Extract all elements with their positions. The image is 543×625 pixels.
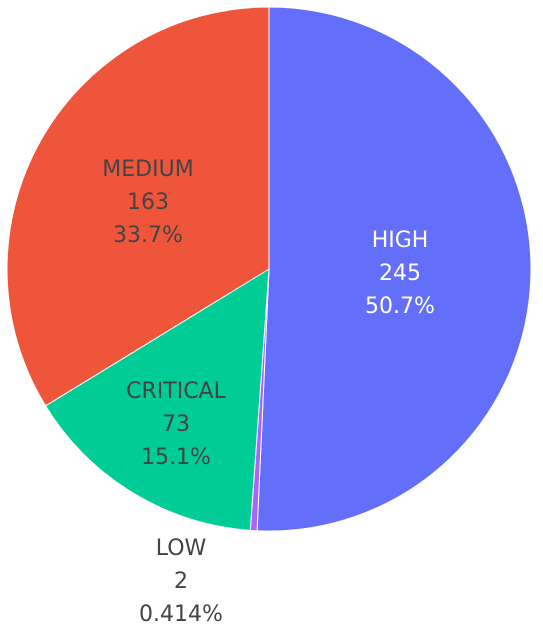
slice-label-low: LOW	[156, 536, 207, 561]
slice-value-low: 2	[174, 569, 188, 594]
slice-label-high: HIGH	[372, 228, 429, 253]
slice-percent-medium: 33.7%	[113, 223, 183, 248]
slice-value-high: 245	[379, 261, 421, 286]
pie-slice-high[interactable]	[256, 6, 532, 532]
pie-labels: HIGH 245 50.7% LOW 2 0.414% CRITICAL 73 15.1% MED…	[102, 157, 435, 625]
slice-label-critical: CRITICAL	[126, 379, 226, 404]
pie-slices	[6, 6, 532, 532]
pie-slice-medium[interactable]	[6, 6, 270, 407]
slice-percent-high: 50.7%	[365, 294, 435, 319]
slice-label-medium: MEDIUM	[102, 157, 193, 182]
slice-percent-low: 0.414%	[139, 602, 223, 625]
slice-value-critical: 73	[162, 412, 190, 437]
slice-value-medium: 163	[127, 190, 169, 215]
slice-percent-critical: 15.1%	[141, 445, 211, 470]
pie-slice-critical[interactable]	[44, 268, 270, 531]
